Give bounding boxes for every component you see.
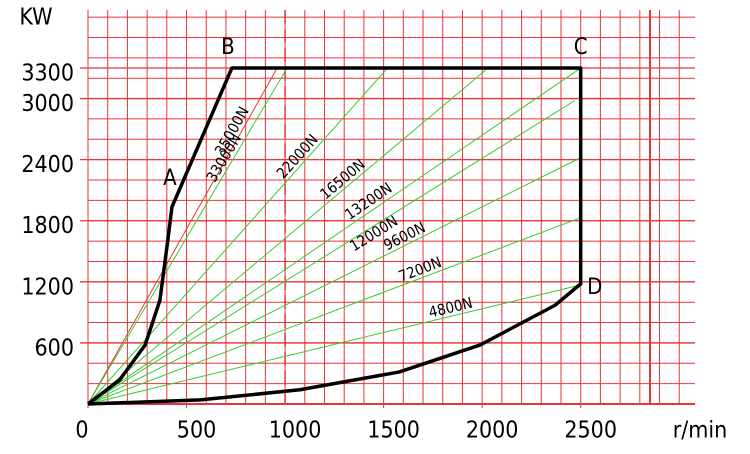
force-line xyxy=(87,67,288,405)
point-label: A xyxy=(163,166,177,191)
force-line xyxy=(87,67,278,405)
force-line xyxy=(87,67,581,405)
y-axis-label: KW xyxy=(19,5,52,31)
point-label: B xyxy=(221,35,235,60)
x-tick-label: 2500 xyxy=(564,418,617,444)
force-label-group: 22000N xyxy=(273,131,322,183)
x-axis-label: r/min xyxy=(673,418,728,444)
force-line xyxy=(87,217,581,405)
x-tick-label: 2000 xyxy=(466,418,519,444)
force-line xyxy=(87,157,581,405)
key-point xyxy=(579,66,583,70)
key-point xyxy=(230,66,234,70)
x-tick-label: 1000 xyxy=(269,418,322,444)
force-label-group: 33000N xyxy=(203,130,246,185)
force-line xyxy=(87,67,388,405)
y-tick-label: 1200 xyxy=(21,274,74,300)
force-label: 22000N xyxy=(273,131,322,183)
key-point xyxy=(170,205,174,209)
force-line xyxy=(87,284,581,405)
point-label: C xyxy=(574,35,588,60)
force-label: 33000N xyxy=(203,130,246,185)
y-tick-label: 2400 xyxy=(21,152,74,178)
x-tick-label: 500 xyxy=(177,418,217,444)
point-label: D xyxy=(587,275,602,300)
x-tick-label: 1500 xyxy=(367,418,420,444)
y-tick-label: 3000 xyxy=(21,91,74,117)
y-tick-label: 3300 xyxy=(21,61,74,87)
force-line xyxy=(87,67,489,405)
y-tick-label: 600 xyxy=(35,335,75,361)
x-tick-label: 0 xyxy=(75,418,88,444)
y-tick-label: 1800 xyxy=(21,213,74,239)
force-label-group: 4800N xyxy=(427,294,474,322)
key-point xyxy=(579,282,583,286)
force-label: 4800N xyxy=(427,294,474,322)
force-line xyxy=(87,100,576,405)
